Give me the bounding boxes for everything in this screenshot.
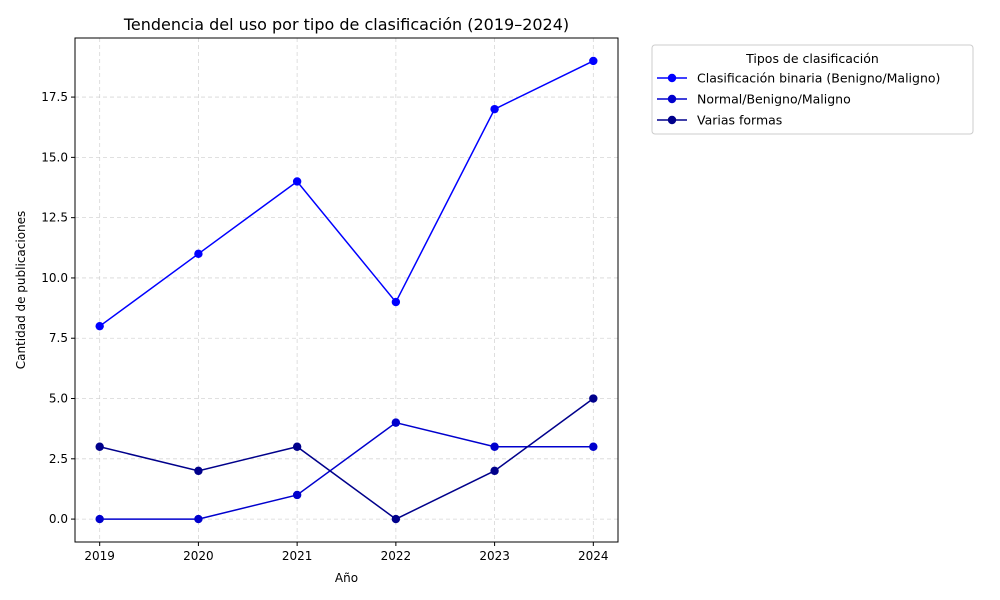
data-point — [292, 442, 302, 451]
data-point — [194, 514, 203, 524]
y-tick-label: 15.0 — [41, 150, 68, 164]
legend-label: Normal/Benigno/Maligno — [697, 92, 851, 107]
data-point — [194, 249, 203, 259]
data-point — [391, 297, 401, 307]
chart-title: Tendencia del uso por tipo de clasificac… — [123, 15, 569, 34]
x-tick-label: 2019 — [84, 549, 115, 563]
y-tick-label: 7.5 — [49, 331, 68, 345]
data-point — [391, 418, 401, 427]
series-line-2 — [99, 421, 594, 520]
series-line-1 — [99, 60, 594, 327]
plot-area-frame — [74, 37, 619, 543]
y-tick-label: 0.0 — [49, 512, 68, 526]
y-axis-title: Cantidad de publicaciones — [14, 211, 28, 370]
data-point — [95, 514, 104, 524]
legend-label: Varias formas — [697, 113, 782, 128]
data-point — [95, 442, 104, 451]
data-point — [292, 490, 302, 500]
legend-box — [651, 44, 974, 135]
y-tick-label: 5.0 — [49, 392, 68, 406]
x-tick-label: 2023 — [479, 549, 510, 563]
ticks-layer: 2019 2020 2021 2022 2023 2024 0.0 2.5 5.0 7.5 10.0… — [41, 90, 608, 563]
y-tick-label: 17.5 — [41, 90, 68, 104]
legend-marker — [667, 94, 677, 104]
x-tick-label: 2022 — [381, 549, 412, 563]
legend-items: Clasificación binaria (Benigno/Maligno) N… — [657, 71, 940, 128]
x-tick-label: 2024 — [578, 549, 609, 563]
data-point — [490, 104, 499, 114]
data-point — [589, 394, 598, 403]
y-tick-label: 12.5 — [41, 211, 68, 225]
data-point — [490, 466, 499, 476]
data-point — [490, 442, 499, 451]
legend-label: Clasificación binaria (Benigno/Maligno) — [697, 71, 940, 86]
legend-title: Tipos de clasificación — [745, 51, 879, 66]
data-point — [589, 56, 598, 66]
data-point — [589, 442, 598, 451]
legend-marker — [667, 115, 677, 125]
y-tick-label: 2.5 — [49, 452, 68, 466]
legend: Tipos de clasificación Clasificación bin… — [651, 44, 974, 135]
data-point — [95, 321, 104, 331]
grid-layer — [75, 38, 618, 542]
series-line-3 — [99, 397, 594, 520]
data-point — [292, 177, 302, 186]
x-tick-label: 2021 — [282, 549, 313, 563]
y-tick-label: 10.0 — [41, 271, 68, 285]
x-axis-title: Año — [335, 571, 358, 585]
data-point — [391, 514, 401, 524]
legend-marker — [667, 73, 677, 83]
x-tick-label: 2020 — [183, 549, 214, 563]
data-point — [194, 466, 203, 476]
series-layer — [95, 56, 598, 524]
